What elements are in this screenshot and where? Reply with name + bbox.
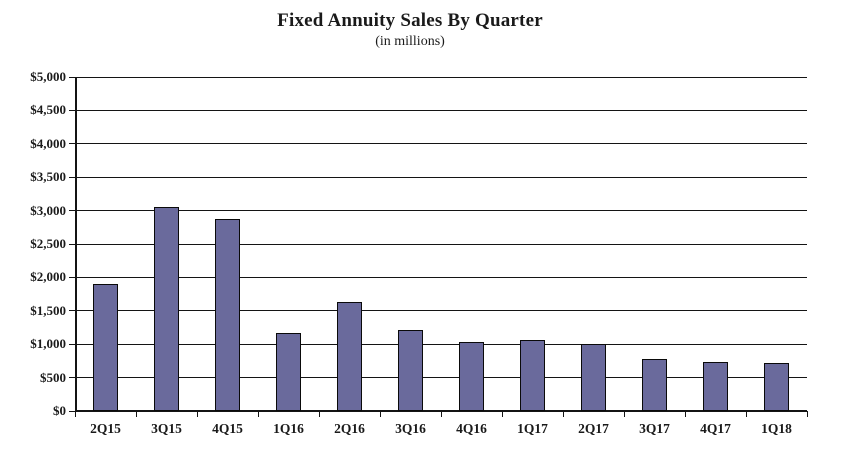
y-tick-label: $4,500	[30, 102, 66, 118]
y-axis-tick	[69, 276, 75, 278]
y-tick-label: $1,000	[30, 336, 66, 352]
y-tick-label: $4,000	[30, 135, 66, 151]
bar-2Q16	[337, 302, 362, 411]
x-axis-tick	[562, 411, 564, 417]
y-axis-line	[75, 77, 77, 411]
x-axis-tick	[501, 411, 503, 417]
bar-1Q16	[276, 332, 301, 411]
x-tick-label: 4Q17	[700, 421, 731, 436]
y-tick-label: $3,000	[30, 202, 66, 218]
x-tick-label: 1Q16	[273, 421, 304, 436]
gridline	[75, 176, 807, 178]
y-tick-label: $3,500	[30, 169, 66, 185]
y-tick-label: $1,500	[30, 302, 66, 318]
y-tick-label: $0	[53, 403, 66, 418]
gridline	[75, 143, 807, 145]
y-axis-tick	[69, 243, 75, 245]
gridline	[75, 276, 807, 278]
y-tick-label: $2,000	[30, 269, 66, 285]
y-axis-tick	[69, 210, 75, 212]
y-axis-tick	[69, 109, 75, 111]
y-axis-tick	[69, 176, 75, 178]
x-tick-label: 4Q16	[456, 421, 487, 436]
y-tick-label: $5,000	[30, 69, 66, 84]
x-axis-tick	[196, 411, 198, 417]
y-tick-label: $500	[40, 369, 66, 385]
x-tick-label: 3Q15	[151, 421, 182, 436]
plot-area	[69, 76, 808, 417]
bar-1Q17	[520, 339, 545, 411]
bar-1Q18	[764, 363, 789, 411]
gridline	[75, 76, 807, 78]
bar-3Q16	[398, 330, 423, 411]
y-axis-tick	[69, 76, 75, 78]
bar-4Q15	[215, 219, 240, 411]
x-axis-tick	[440, 411, 442, 417]
gridline	[75, 210, 807, 212]
x-tick-label: 2Q17	[578, 421, 609, 436]
y-axis-tick	[69, 410, 75, 412]
bar-4Q16	[459, 342, 484, 411]
gridline	[75, 243, 807, 245]
y-axis-tick	[69, 143, 75, 145]
y-axis-tick	[69, 377, 75, 379]
y-axis-tick	[69, 343, 75, 345]
bar-2Q17	[581, 344, 606, 411]
x-tick-label: 1Q18	[761, 421, 792, 436]
bar-3Q15	[154, 207, 179, 411]
bar-4Q17	[703, 361, 728, 411]
bar-2Q15	[93, 284, 118, 411]
x-axis-tick	[379, 411, 381, 417]
x-axis-tick	[684, 411, 686, 417]
x-tick-label: 1Q17	[517, 421, 548, 436]
gridline	[75, 109, 807, 111]
x-tick-label: 2Q16	[334, 421, 365, 436]
y-tick-label: $2,500	[30, 236, 66, 251]
chart-subtitle: (in millions)	[375, 34, 445, 49]
x-tick-label: 2Q15	[90, 421, 121, 436]
x-axis-tick	[623, 411, 625, 417]
x-axis-tick	[806, 411, 808, 417]
gridline	[75, 343, 807, 345]
x-axis-tick	[135, 411, 137, 417]
x-axis-tick	[318, 411, 320, 417]
x-tick-label: 4Q15	[212, 421, 243, 436]
gridline	[75, 310, 807, 312]
x-axis-tick	[74, 411, 76, 417]
x-tick-label: 3Q17	[639, 421, 670, 436]
gridline	[75, 377, 807, 379]
x-tick-label: 3Q16	[395, 421, 426, 436]
chart-title: Fixed Annuity Sales By Quarter	[277, 10, 543, 31]
x-axis-tick	[257, 411, 259, 417]
x-axis-tick	[745, 411, 747, 417]
chart-header: Fixed Annuity Sales By Quarter (in milli…	[0, 10, 820, 50]
bar-3Q17	[642, 358, 667, 411]
y-axis-tick	[69, 310, 75, 312]
